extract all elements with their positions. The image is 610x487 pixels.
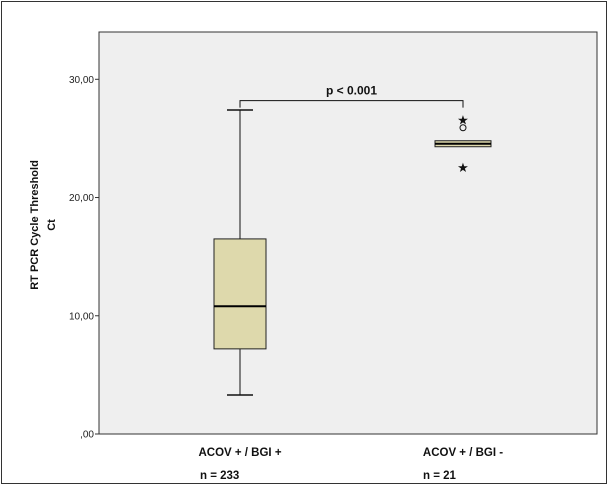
y-axis-title: RT PCR Cycle Threshold Ct — [29, 160, 58, 290]
significance-annotation: p < 0.001 — [239, 84, 464, 108]
p-value-label: p < 0.001 — [326, 84, 377, 98]
y-axis-label: RT PCR Cycle Threshold — [29, 160, 41, 290]
x-category-n-label: n = 21 — [423, 470, 457, 482]
outlier-star: ★ — [457, 113, 469, 128]
plot-area — [98, 31, 598, 435]
x-category-n-label: n = 233 — [200, 470, 239, 482]
y-axis-label-unit: Ct — [46, 219, 58, 231]
x-category-label: ACOV + / BGI + — [198, 447, 281, 459]
x-category-label: ACOV + / BGI - — [423, 447, 503, 459]
significance-bracket — [239, 100, 464, 108]
x-axis-labels: ACOV + / BGI + n = 233 ACOV + / BGI - n = 2… — [198, 447, 503, 482]
box-group — [213, 109, 267, 396]
y-tick-label: 10,00 — [69, 311, 94, 322]
y-tick-label: 20,00 — [69, 193, 94, 204]
y-axis-ticks: ,00 10,00 20,00 30,00 — [69, 75, 99, 441]
y-tick-label: 30,00 — [69, 75, 94, 86]
boxes: ★★ — [213, 109, 492, 396]
outlier-circle — [459, 124, 467, 132]
outlier-star: ★ — [457, 161, 469, 176]
y-tick-label: ,00 — [80, 430, 94, 441]
box-group: ★★ — [434, 113, 492, 176]
box-iqr — [213, 238, 267, 350]
